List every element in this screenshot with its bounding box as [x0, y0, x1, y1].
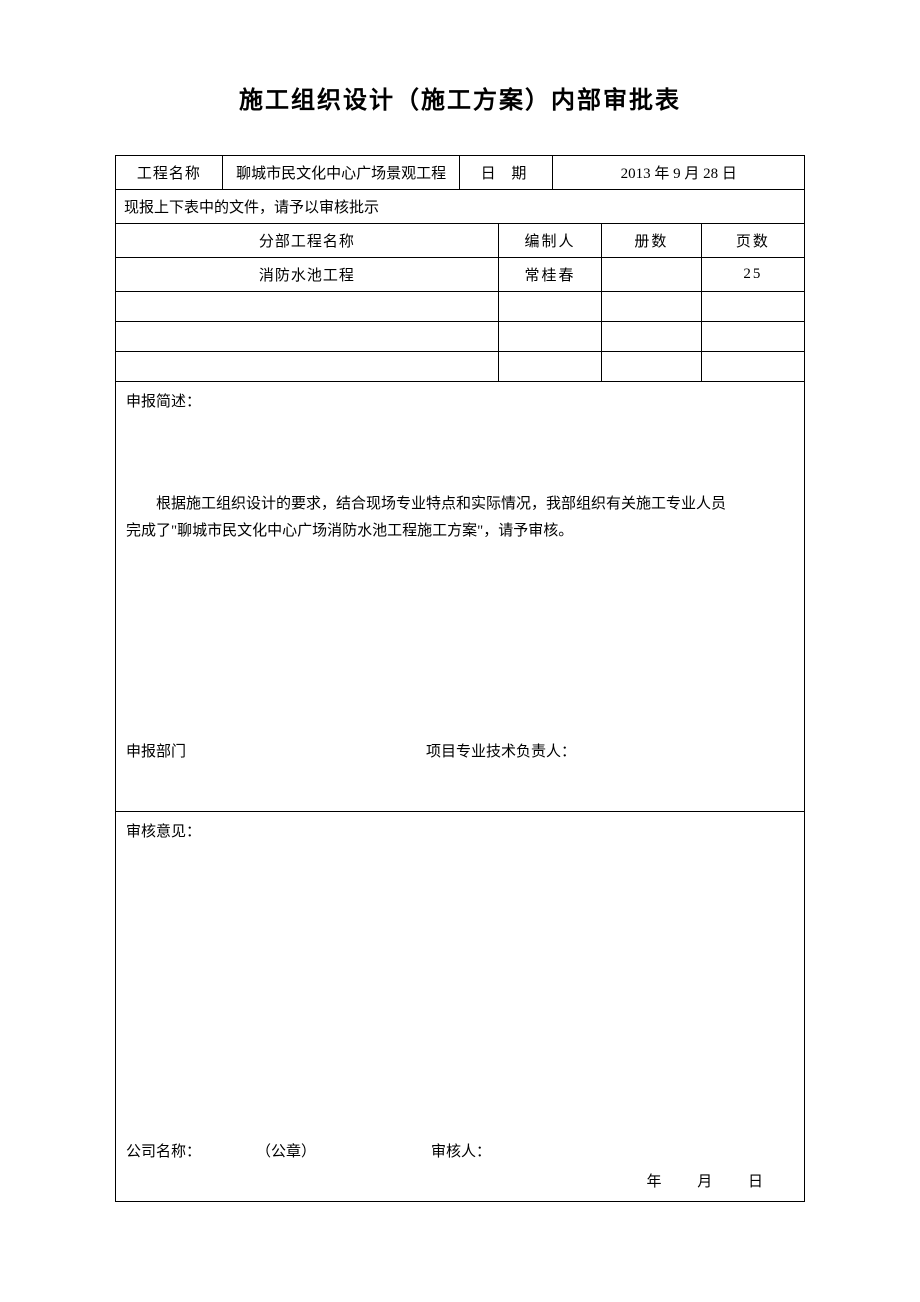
empty-row-2 — [116, 322, 805, 352]
header-row: 工程名称 聊城市民文化中心广场景观工程 日 期 2013 年 9 月 28 日 — [116, 156, 805, 190]
reviewer-label: 审核人： — [431, 1140, 491, 1161]
empty-row-3 — [116, 352, 805, 382]
project-name-label: 工程名称 — [116, 156, 223, 190]
notice-row: 现报上下表中的文件，请予以审核批示 — [116, 190, 805, 224]
data-row-1: 消防水池工程 常桂春 25 — [116, 258, 805, 292]
tech-lead-label: 项目专业技术负责人： — [426, 740, 576, 761]
form-title: 施工组织设计（施工方案）内部审批表 — [115, 80, 805, 115]
pages-header: 页数 — [701, 224, 804, 258]
volume-header: 册数 — [602, 224, 702, 258]
company-name-label: 公司名称： — [126, 1140, 256, 1161]
seal-text: （公章） — [256, 1140, 431, 1161]
sub-table: 分部工程名称 编制人 册数 页数 消防水池工程 常桂春 25 申报简述： 根据施… — [115, 224, 805, 1202]
description-line-2: 完成了"聊城市民文化中心广场消防水池工程施工方案"，请予审核。 — [126, 518, 794, 545]
review-row: 审核意见： 公司名称： （公章） 审核人： 年 月 日 — [116, 812, 805, 1202]
description-row: 申报简述： 根据施工组织设计的要求，结合现场专业特点和实际情况，我部组织有关施工… — [116, 382, 805, 812]
date-label: 日 期 — [460, 156, 553, 190]
review-label: 审核意见： — [126, 820, 794, 841]
sub-header-row: 分部工程名称 编制人 册数 页数 — [116, 224, 805, 258]
description-label: 申报简述： — [126, 390, 794, 411]
department-label: 申报部门 — [126, 740, 426, 761]
compiler-header: 编制人 — [498, 224, 601, 258]
compiler-value: 常桂春 — [498, 258, 601, 292]
project-name-value: 聊城市民文化中心广场景观工程 — [222, 156, 460, 190]
empty-row-1 — [116, 292, 805, 322]
pages-value: 25 — [701, 258, 804, 292]
subproject-value: 消防水池工程 — [116, 258, 499, 292]
description-cell: 申报简述： 根据施工组织设计的要求，结合现场专业特点和实际情况，我部组织有关施工… — [116, 382, 805, 812]
form-table: 工程名称 聊城市民文化中心广场景观工程 日 期 2013 年 9 月 28 日 … — [115, 155, 805, 224]
notice-text: 现报上下表中的文件，请予以审核批示 — [116, 190, 805, 224]
description-line-1: 根据施工组织设计的要求，结合现场专业特点和实际情况，我部组织有关施工专业人员 — [126, 491, 794, 518]
subproject-header: 分部工程名称 — [116, 224, 499, 258]
volume-value — [602, 258, 702, 292]
date-value: 2013 年 9 月 28 日 — [553, 156, 805, 190]
date-template: 年 月 日 — [646, 1170, 779, 1191]
review-cell: 审核意见： 公司名称： （公章） 审核人： 年 月 日 — [116, 812, 805, 1202]
